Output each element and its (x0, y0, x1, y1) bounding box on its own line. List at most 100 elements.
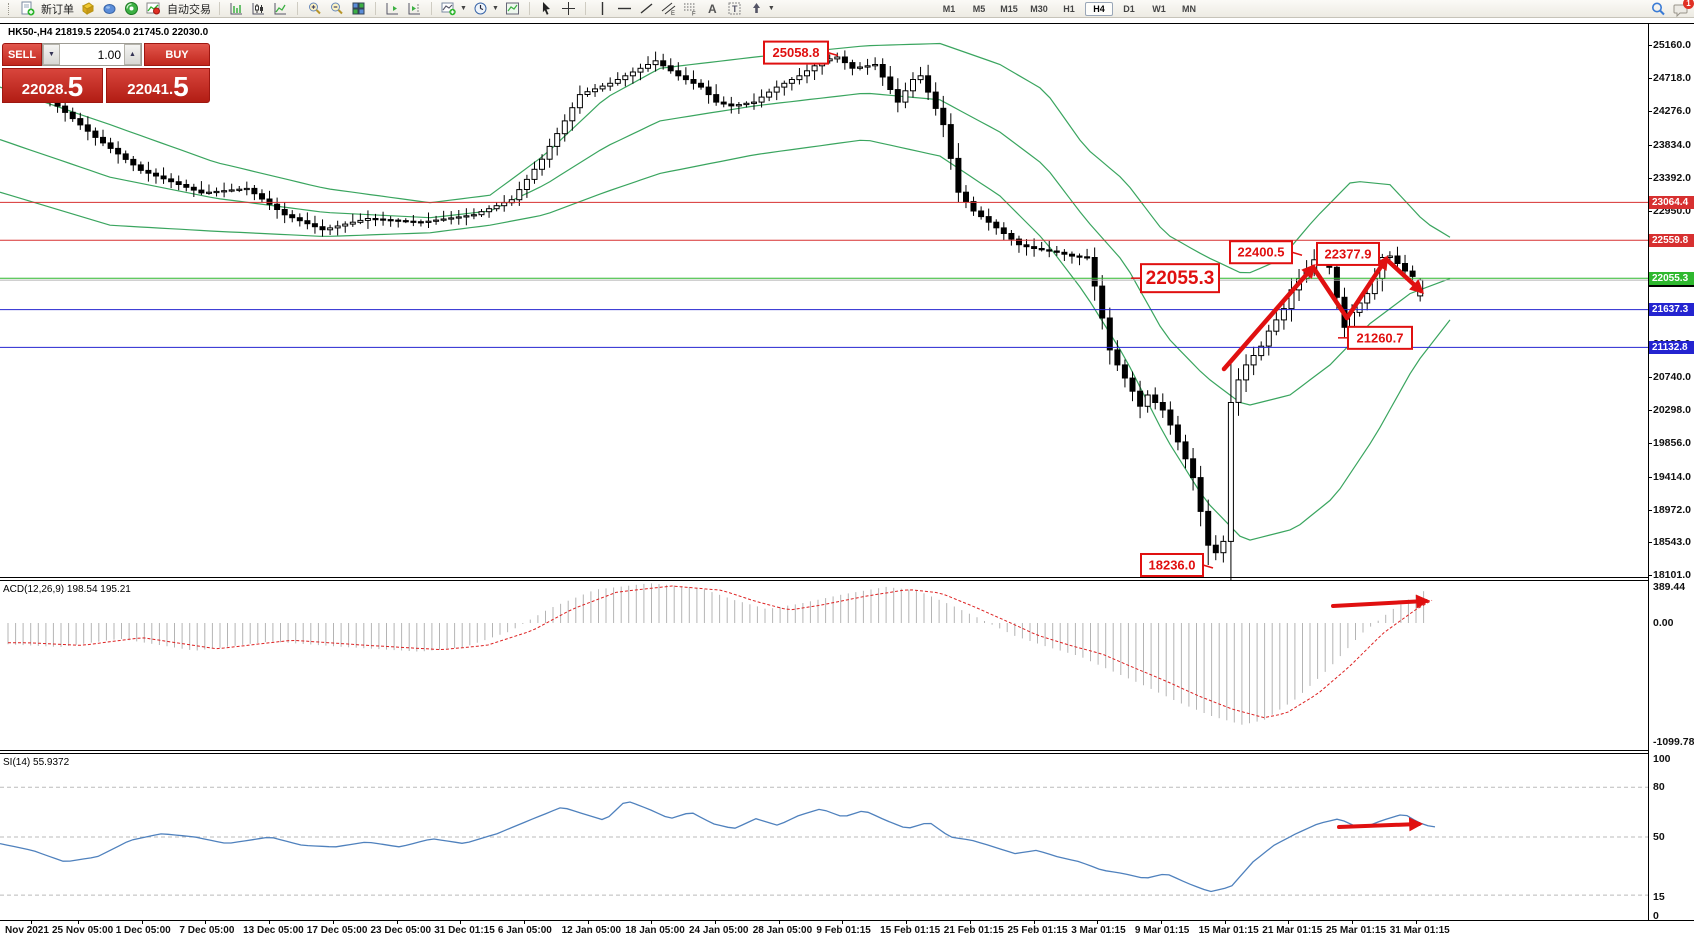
candle-body (77, 118, 84, 126)
trend-arrow[interactable] (1344, 255, 1389, 321)
time-axis-label: 21 Mar 01:15 (1262, 925, 1323, 936)
price-annotation[interactable]: 22055.3 (1131, 263, 1220, 294)
data-window-icon[interactable] (101, 1, 118, 16)
candle-body (395, 219, 402, 222)
candle-body (985, 216, 992, 223)
buy-button[interactable]: BUY (144, 43, 210, 66)
candle-body (107, 142, 114, 149)
time-tick (205, 921, 207, 924)
crosshair-icon[interactable] (560, 1, 577, 16)
price-tick (1648, 111, 1652, 113)
bar-chart-icon[interactable] (228, 1, 245, 16)
trend-arrow[interactable] (1383, 256, 1425, 294)
trend-arrow[interactable] (1221, 263, 1316, 372)
fibonacci-icon[interactable]: F (682, 1, 699, 16)
svg-text:T: T (732, 4, 738, 14)
chart-shift-icon[interactable] (406, 1, 423, 16)
sell-button[interactable]: SELL (2, 43, 42, 66)
timeframe-m5[interactable]: M5 (972, 4, 986, 14)
candlestick-chart-icon[interactable] (250, 1, 267, 16)
notifications-chat-icon[interactable]: 1 (1672, 0, 1694, 17)
candle-body (864, 65, 871, 68)
sell-price[interactable]: 22028 . 5 (2, 68, 103, 103)
rsi-line (0, 801, 1436, 893)
chevron-down-icon[interactable]: ▼ (767, 5, 775, 12)
volume-input[interactable] (60, 44, 124, 65)
timeframe-m1[interactable]: M1 (942, 4, 956, 14)
candle-body (213, 190, 220, 194)
chevron-down-icon[interactable]: ▼ (460, 5, 467, 12)
price-annotation[interactable]: 22400.5 (1229, 240, 1303, 265)
search-icon[interactable] (1649, 2, 1666, 17)
tile-windows-icon[interactable] (350, 1, 367, 16)
market-watch-icon[interactable] (79, 1, 96, 16)
candle-body (796, 75, 803, 81)
equidistant-channel-icon[interactable]: E (660, 1, 677, 16)
volume-decrease-button[interactable]: ▼ (43, 44, 60, 65)
candle-body (349, 221, 356, 225)
price-annotation[interactable]: 22377.9 (1316, 241, 1380, 266)
macd-trend-arrow[interactable] (1331, 594, 1431, 609)
candle-body (576, 94, 583, 109)
candle-body (682, 75, 689, 81)
timeframe-w1[interactable]: W1 (1152, 4, 1166, 14)
time-tick (1352, 921, 1353, 924)
timeframe-mn[interactable]: MN (1182, 4, 1196, 14)
timeframe-h1[interactable]: H1 (1063, 4, 1075, 14)
candle-body (584, 91, 591, 95)
candle-body (569, 107, 576, 122)
vertical-line-icon[interactable] (594, 1, 611, 16)
chevron-down-icon[interactable]: ▼ (491, 5, 499, 12)
candle-body (516, 189, 523, 201)
candle-body (190, 186, 197, 191)
price-tick-label: 19856.0 (1653, 437, 1691, 450)
timeframe-m30[interactable]: M30 (1030, 4, 1048, 14)
new-chart-icon[interactable] (440, 1, 457, 16)
candle-body (894, 89, 901, 103)
candle-body (925, 75, 932, 93)
text-icon[interactable]: A (708, 1, 717, 16)
candle-body (259, 193, 265, 200)
auto-trading-icon[interactable] (145, 1, 162, 16)
price-annotation[interactable]: 18236.0 (1140, 552, 1214, 577)
volume-increase-button[interactable]: ▲ (124, 44, 141, 65)
new-order-button[interactable]: 新订单 (41, 3, 74, 16)
candle-body (887, 76, 894, 90)
auto-trading-button[interactable]: 自动交易 (167, 3, 211, 16)
price-annotation[interactable]: 21260.7 (1338, 325, 1413, 350)
timeframe-h4[interactable]: H4 (1085, 2, 1113, 16)
price-tick-label: 23392.0 (1653, 171, 1691, 184)
rsi-trend-arrow[interactable] (1337, 817, 1424, 832)
auto-scroll-icon[interactable] (384, 1, 401, 16)
candle-body (1031, 246, 1038, 250)
template-icon[interactable] (504, 1, 521, 16)
candle-body (251, 187, 258, 195)
svg-text:E: E (671, 11, 675, 16)
line-chart-icon[interactable] (272, 1, 289, 16)
zoom-in-icon[interactable] (306, 1, 323, 16)
price-tick-label: 18972.0 (1653, 503, 1691, 516)
macd-pane-divider[interactable] (0, 577, 1648, 581)
cursor-icon[interactable] (538, 1, 555, 16)
trend-arrow[interactable] (1310, 264, 1350, 321)
zoom-out-icon[interactable] (328, 1, 345, 16)
candle-body (357, 219, 364, 223)
time-axis-label: 15 Mar 01:15 (1198, 925, 1259, 936)
rsi-pane-divider[interactable] (0, 750, 1648, 754)
timeframe-d1[interactable]: D1 (1123, 4, 1135, 14)
text-label-icon[interactable]: T (726, 1, 743, 16)
time-axis-label: 13 Dec 05:00 (243, 925, 304, 936)
price-annotation[interactable]: 25058.8 (763, 40, 839, 65)
candle-body (1174, 424, 1181, 443)
navigator-icon[interactable] (123, 1, 140, 16)
horizontal-line-icon[interactable] (616, 1, 633, 16)
time-tick (1288, 921, 1290, 924)
trendline-icon[interactable] (638, 1, 655, 16)
period-clock-icon[interactable] (472, 1, 489, 16)
buy-price[interactable]: 22041 . 5 (106, 68, 210, 103)
arrows-icon[interactable] (748, 1, 765, 16)
candle-body (1220, 540, 1227, 554)
new-order-icon[interactable] (19, 1, 36, 16)
timeframe-m15[interactable]: M15 (1000, 4, 1018, 14)
